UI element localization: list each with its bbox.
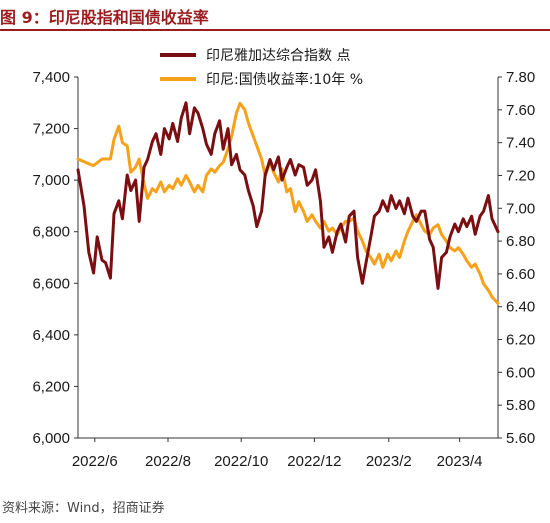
jci-index-series-line (76, 101, 500, 290)
x-axis-tick-label: 2023/4 (437, 453, 483, 470)
left-axis-tick-label: 6,400 (32, 327, 70, 344)
chart-axes (77, 77, 499, 439)
right-axis-tick-label: 5.60 (506, 430, 535, 447)
chart-series-layer (76, 101, 500, 305)
left-axis-tick-label: 6,000 (32, 430, 70, 447)
right-axis-tick-label: 6.80 (506, 233, 535, 250)
right-axis-tick-label: 6.20 (506, 332, 535, 349)
x-axis-tick-label: 2022/10 (214, 453, 268, 470)
figure-title: 图 9：印尼股指和国债收益率 (0, 8, 209, 27)
left-axis-tick-label: 7,200 (32, 121, 70, 138)
left-axis-tick-label: 6,600 (32, 275, 70, 292)
right-axis-tick-label: 7.60 (506, 102, 535, 119)
left-axis-tick-label: 7,000 (32, 172, 70, 189)
chart-ticks: 6,000 6,200 6,400 6,600 6,800 7,000 7,200 7,400… (32, 69, 535, 470)
legend-label-jci: 印尼雅加达综合指数 点 (206, 48, 350, 64)
right-axis-tick-label: 6.00 (506, 364, 535, 381)
legend-label-yield: 印尼:国债收益率:10年 % (206, 71, 363, 88)
right-axis-tick-label: 7.80 (506, 69, 535, 86)
x-axis-tick-label: 2022/6 (72, 453, 118, 470)
x-axis-tick-label: 2022/12 (287, 453, 341, 470)
right-axis-tick-label: 6.60 (506, 266, 535, 283)
x-axis-tick-label: 2022/8 (145, 453, 191, 470)
left-axis-tick-label: 6,800 (32, 224, 70, 241)
left-axis-tick-label: 7,400 (32, 69, 70, 86)
right-axis-tick-label: 5.80 (506, 397, 535, 414)
right-axis-tick-label: 7.20 (506, 167, 535, 184)
title-rule (0, 29, 550, 31)
chart-legend: 印尼雅加达综合指数 点印尼:国债收益率:10年 % (160, 48, 363, 88)
right-axis-tick-label: 7.00 (506, 200, 535, 217)
right-axis-tick-label: 7.40 (506, 135, 535, 152)
right-axis-tick-label: 6.40 (506, 299, 535, 316)
left-axis-tick-label: 6,200 (32, 378, 70, 395)
source-note: 资料来源：Wind，招商证券 (2, 501, 165, 516)
x-axis-tick-label: 2023/2 (366, 453, 412, 470)
